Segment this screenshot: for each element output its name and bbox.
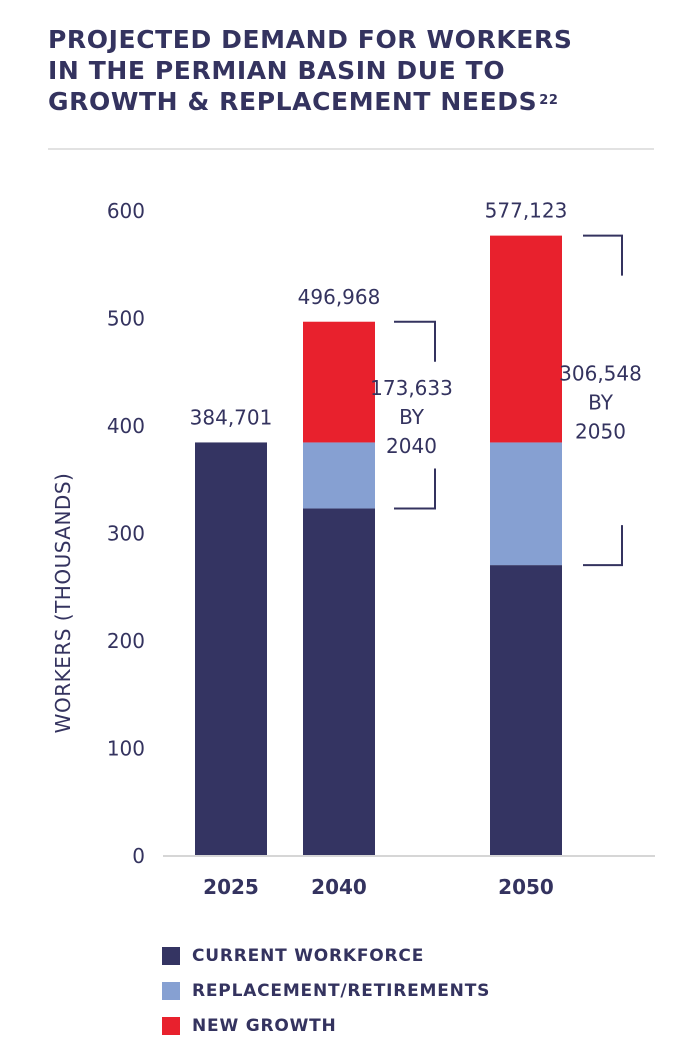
bracket-2040: [394, 320, 436, 510]
bar-growth-2050: [490, 235, 562, 443]
total-label-2025: 384,701: [190, 405, 273, 429]
legend-label-current: CURRENT WORKFORCE: [192, 945, 425, 966]
legend-item-growth: NEW GROWTH: [162, 1008, 490, 1043]
title-divider: [48, 148, 654, 150]
legend-swatch-current: [162, 946, 180, 965]
x-tick-label-2025: 2025: [203, 875, 259, 899]
stacked-bar-chart: 0 100 200 300 400 500 600 WORKERS (THOUSANDS) 38…: [51, 199, 655, 899]
bar-current-2025: [195, 442, 267, 856]
x-tick-label-2040: 2040: [311, 875, 367, 899]
bracket-2050: [583, 234, 623, 567]
y-tick-label-400: 400: [107, 414, 145, 438]
bar-replacement-2040: [303, 442, 375, 509]
total-label-2050: 577,123: [485, 199, 568, 223]
bar-growth-2040: [303, 321, 375, 443]
bar-replacement-2050: [490, 442, 562, 566]
y-tick-label-500: 500: [107, 307, 145, 331]
y-axis-label: WORKERS (THOUSANDS): [51, 473, 75, 734]
bracket-label-2050-1: BY: [588, 390, 614, 414]
y-tick-label-200: 200: [107, 629, 145, 653]
bracket-label-2050-0: 306,548: [559, 361, 642, 385]
title-line-2: IN THE PERMIAN BASIN DUE TO: [48, 56, 506, 85]
legend: CURRENT WORKFORCE REPLACEMENT/RETIREMENT…: [162, 938, 490, 1043]
title-line-1: PROJECTED DEMAND FOR WORKERS: [48, 25, 573, 54]
chart-title: PROJECTED DEMAND FOR WORKERS IN THE PERM…: [48, 24, 648, 117]
bracket-label-2040-0: 173,633: [370, 376, 453, 400]
bracket-label-2050-2: 2050: [575, 419, 626, 443]
y-tick-label-0: 0: [132, 844, 145, 868]
title-line-3-text: GROWTH & REPLACEMENT NEEDS: [48, 87, 538, 116]
legend-item-current: CURRENT WORKFORCE: [162, 938, 490, 973]
bracket-label-2040-1: BY: [399, 405, 425, 429]
bar-current-2050: [490, 565, 562, 856]
bar-current-2040: [303, 508, 375, 856]
y-tick-label-600: 600: [107, 199, 145, 223]
y-tick-label-300: 300: [107, 522, 145, 546]
legend-label-growth: NEW GROWTH: [192, 1015, 337, 1036]
title-line-3: GROWTH & REPLACEMENT NEEDS 22: [48, 86, 648, 117]
y-tick-label-100: 100: [107, 737, 145, 761]
legend-swatch-replacement: [162, 981, 180, 1000]
total-label-2040: 496,968: [298, 285, 381, 309]
legend-item-replacement: REPLACEMENT/RETIREMENTS: [162, 973, 490, 1008]
x-tick-label-2050: 2050: [498, 875, 554, 899]
legend-label-replacement: REPLACEMENT/RETIREMENTS: [192, 980, 491, 1001]
legend-swatch-growth: [162, 1016, 180, 1035]
footnote-marker: 22: [539, 93, 559, 108]
bracket-label-2040-2: 2040: [386, 434, 437, 458]
